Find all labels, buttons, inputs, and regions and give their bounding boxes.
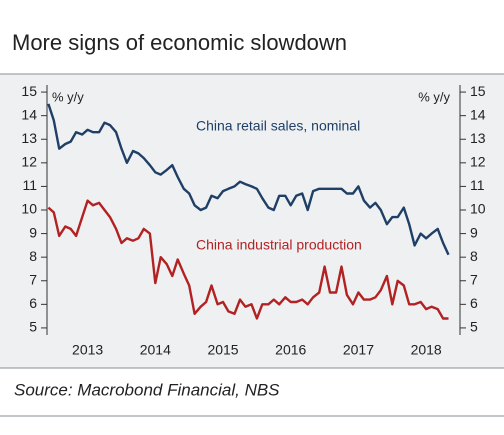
y-axis-label-right: % y/y bbox=[418, 89, 450, 104]
series-line bbox=[47, 103, 450, 256]
y-tick-label-right: 9 bbox=[470, 224, 478, 240]
x-tick-label: 2015 bbox=[207, 342, 238, 358]
y-tick-label-right: 6 bbox=[470, 295, 478, 311]
y-tick-label-right: 12 bbox=[470, 154, 486, 170]
plot-background bbox=[0, 74, 504, 368]
y-tick-label-left: 9 bbox=[29, 224, 37, 240]
y-tick-label-left: 15 bbox=[21, 83, 37, 99]
series-label: China industrial production bbox=[196, 237, 362, 253]
y-tick-label-left: 5 bbox=[29, 319, 37, 335]
y-tick-label-right: 13 bbox=[470, 130, 486, 146]
y-tick-label-right: 7 bbox=[470, 271, 478, 287]
y-axis-label-left: % y/y bbox=[52, 89, 84, 104]
x-tick-label: 2018 bbox=[411, 342, 442, 358]
x-tick-label: 2014 bbox=[140, 342, 171, 358]
y-tick-label-right: 11 bbox=[470, 177, 485, 193]
y-tick-label-left: 8 bbox=[29, 248, 37, 264]
y-tick-label-right: 5 bbox=[470, 319, 478, 335]
y-tick-label-left: 6 bbox=[29, 295, 37, 311]
x-tick-label: 2017 bbox=[343, 342, 374, 358]
y-tick-label-left: 11 bbox=[22, 177, 37, 193]
y-tick-label-right: 10 bbox=[470, 201, 486, 217]
y-tick-label-right: 14 bbox=[470, 106, 486, 122]
y-tick-label-left: 13 bbox=[21, 130, 37, 146]
y-tick-label-left: 10 bbox=[21, 201, 37, 217]
source: Source: Macrobond Financial, NBS bbox=[14, 380, 280, 399]
x-tick-label: 2016 bbox=[275, 342, 306, 358]
x-tick-label: 2013 bbox=[72, 342, 103, 358]
y-tick-label-left: 12 bbox=[21, 154, 37, 170]
y-tick-label-left: 7 bbox=[29, 271, 37, 287]
y-tick-label-right: 8 bbox=[470, 248, 478, 264]
y-tick-label-right: 15 bbox=[470, 83, 486, 99]
series-label: China retail sales, nominal bbox=[196, 118, 360, 134]
y-tick-label-left: 14 bbox=[21, 106, 37, 122]
series-line bbox=[47, 199, 449, 320]
chart-title: More signs of economic slowdown bbox=[12, 30, 347, 55]
